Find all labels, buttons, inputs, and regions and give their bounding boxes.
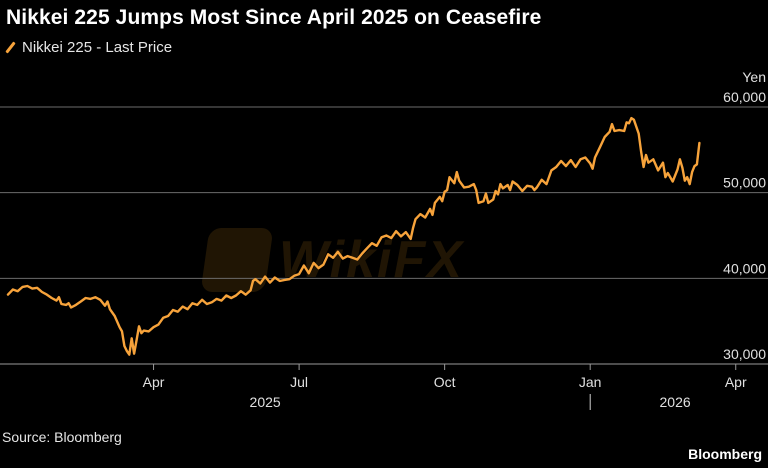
grid-layer — [0, 106, 768, 279]
y-tick-label: 60,000 — [723, 89, 766, 105]
x-year-label: 2025 — [250, 394, 281, 410]
y-tick-label: 50,000 — [723, 175, 766, 191]
watermark-text: WikiFX — [279, 231, 464, 289]
x-tick-label: Apr — [725, 374, 747, 390]
source-note: Source: Bloomberg — [2, 429, 122, 445]
x-tick-label: Apr — [143, 374, 165, 390]
legend: Nikkei 225 - Last Price — [5, 39, 173, 56]
y-tick-label: 40,000 — [723, 260, 766, 276]
legend-label: Nikkei 225 - Last Price — [22, 39, 173, 56]
x-year-label: 2026 — [660, 394, 691, 410]
x-tick-label: Jan — [579, 374, 602, 390]
watermark: WikiFX — [200, 228, 464, 292]
y-axis-unit-label: Yen — [742, 69, 766, 85]
series-line-nikkei-225 — [6, 116, 701, 356]
series-layer — [6, 116, 701, 356]
x-tick-label: Jul — [290, 374, 308, 390]
label-layer: 30,000 40,000 50,000 60,000 Yen Apr Jul Oct Jan A… — [143, 69, 767, 410]
x-tick-label: Oct — [434, 374, 456, 390]
chart-title: Nikkei 225 Jumps Most Since April 2025 o… — [6, 6, 542, 29]
axis-layer — [0, 363, 768, 410]
y-tick-label: 30,000 — [723, 346, 766, 362]
brand-wordmark: Bloomberg — [688, 446, 762, 462]
